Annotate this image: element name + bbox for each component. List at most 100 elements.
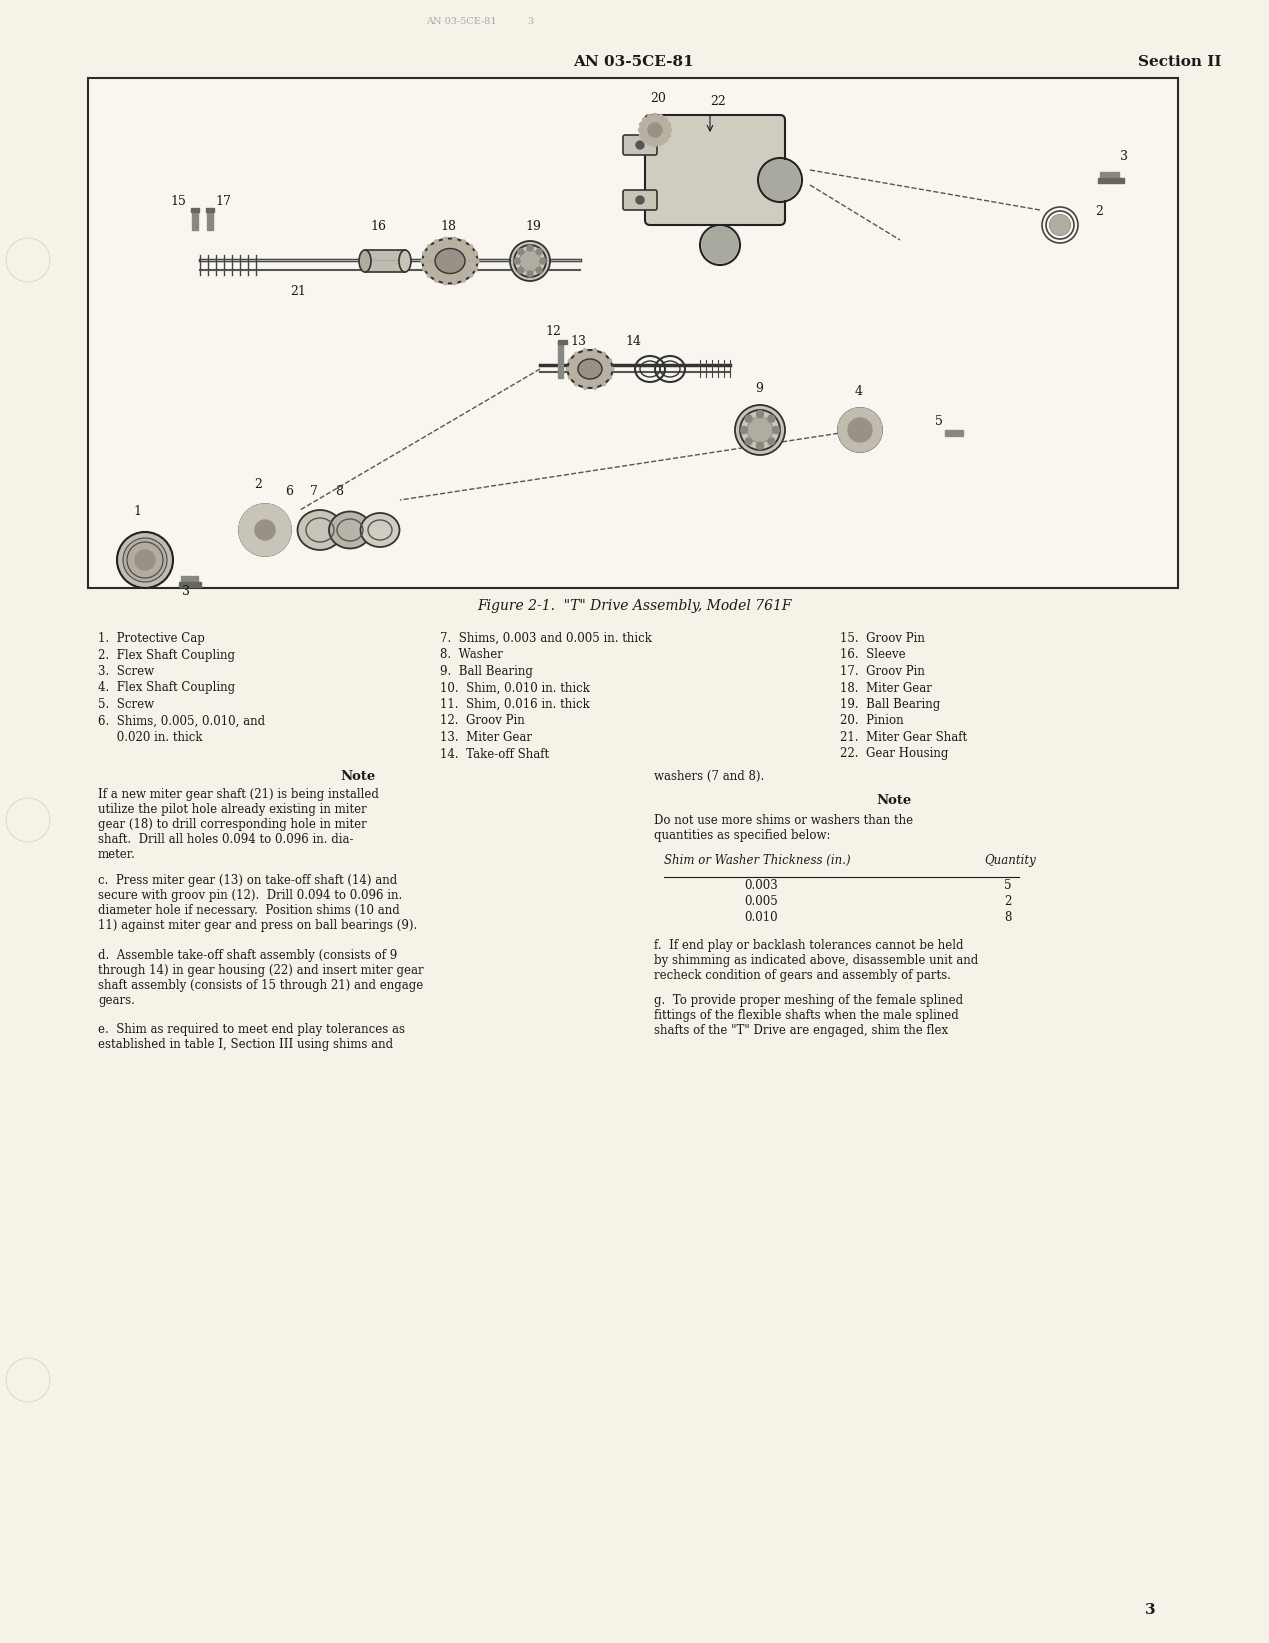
Circle shape [468,273,472,278]
Text: Note: Note [340,771,376,784]
Circle shape [662,138,667,143]
Text: 18.  Miter Gear: 18. Miter Gear [840,682,931,695]
Circle shape [453,237,457,242]
Circle shape [462,240,466,243]
Circle shape [453,281,457,284]
Text: 14.  Take-off Shaft: 14. Take-off Shaft [440,748,549,761]
Ellipse shape [297,509,343,550]
Text: 3: 3 [181,585,190,598]
Circle shape [473,251,477,255]
Text: Quantity: Quantity [983,854,1036,868]
Circle shape [665,133,670,138]
Bar [558,340,567,343]
Bar [179,582,201,587]
Text: 10.  Shim, 0.010 in. thick: 10. Shim, 0.010 in. thick [440,682,590,695]
Circle shape [527,271,533,278]
Text: 0.020 in. thick: 0.020 in. thick [98,731,203,744]
Circle shape [702,227,739,263]
Text: shafts of the "T" Drive are engaged, shim the flex: shafts of the "T" Drive are engaged, shi… [654,1024,948,1037]
Text: 1.  Protective Cap: 1. Protective Cap [98,633,204,646]
Circle shape [462,278,466,283]
Circle shape [434,278,439,283]
Circle shape [566,366,570,371]
Bar [181,577,187,587]
Circle shape [126,541,165,580]
Circle shape [421,260,425,263]
Text: 21.  Miter Gear Shaft: 21. Miter Gear Shaft [840,731,967,744]
Circle shape [520,251,541,271]
Ellipse shape [435,248,464,273]
Text: 22.  Gear Housing: 22. Gear Housing [840,748,948,761]
Text: e.  Shim as required to meet end play tolerances as: e. Shim as required to meet end play tol… [98,1024,405,1037]
Circle shape [756,442,764,450]
Bar [365,250,405,273]
Circle shape [642,118,647,123]
Circle shape [593,386,596,389]
Text: 4.  Flex Shaft Coupling: 4. Flex Shaft Coupling [98,682,235,695]
Text: g.  To provide proper meshing of the female splined: g. To provide proper meshing of the fema… [654,994,963,1007]
Circle shape [773,427,779,434]
Circle shape [584,348,586,352]
Text: 12.  Groov Pin: 12. Groov Pin [440,715,525,728]
Text: gear (18) to drill corresponding hole in miter: gear (18) to drill corresponding hole in… [98,818,367,831]
Bar [207,210,213,230]
Circle shape [735,406,786,455]
Text: 8: 8 [1004,910,1011,923]
Bar [1098,177,1124,182]
Circle shape [443,281,447,284]
Circle shape [6,798,49,841]
Text: by shimming as indicated above, disassemble unit and: by shimming as indicated above, disassem… [654,955,978,968]
Text: 16: 16 [371,220,386,233]
Text: Section II: Section II [1138,54,1222,69]
Circle shape [838,407,882,452]
Text: recheck condition of gears and assembly of parts.: recheck condition of gears and assembly … [654,969,950,983]
Circle shape [768,416,775,422]
Text: 14: 14 [626,335,641,348]
Text: shaft assembly (consists of 15 through 21) and engage: shaft assembly (consists of 15 through 2… [98,979,424,992]
Text: 2.  Flex Shaft Coupling: 2. Flex Shaft Coupling [98,649,235,662]
Text: If a new miter gear shaft (21) is being installed: If a new miter gear shaft (21) is being … [98,789,379,802]
Circle shape [443,237,447,242]
Text: secure with groov pin (12).  Drill 0.094 to 0.096 in.: secure with groov pin (12). Drill 0.094 … [98,889,402,902]
Text: 5: 5 [935,416,943,427]
Circle shape [647,115,652,120]
Text: diameter hole if necessary.  Position shims (10 and: diameter hole if necessary. Position shi… [98,904,400,917]
Bar [945,430,963,435]
Ellipse shape [360,513,400,547]
Text: 9.  Ball Bearing: 9. Ball Bearing [440,665,533,679]
Text: 5.  Screw: 5. Screw [98,698,154,711]
Circle shape [610,366,614,371]
Circle shape [6,238,49,283]
Circle shape [541,258,546,265]
Text: 6: 6 [286,485,293,498]
Circle shape [756,411,764,417]
Text: 6.  Shims, 0.005, 0.010, and: 6. Shims, 0.005, 0.010, and [98,715,265,728]
Text: 2: 2 [1095,205,1103,219]
Circle shape [584,386,586,389]
Text: shaft.  Drill all holes 0.094 to 0.096 in. dia-: shaft. Drill all holes 0.094 to 0.096 in… [98,833,354,846]
Circle shape [423,266,426,271]
Circle shape [428,245,431,248]
Bar [1115,173,1119,181]
Circle shape [652,113,657,118]
Text: 0.010: 0.010 [744,910,778,923]
Text: 17: 17 [214,196,231,209]
Circle shape [665,122,670,127]
Circle shape [652,141,657,146]
Circle shape [575,352,579,357]
Circle shape [741,427,747,434]
Text: Note: Note [877,794,911,807]
FancyBboxPatch shape [623,191,657,210]
Text: 13.  Miter Gear: 13. Miter Gear [440,731,532,744]
Text: 12: 12 [544,325,561,338]
Bar [192,209,199,212]
Text: quantities as specified below:: quantities as specified below: [654,830,830,841]
Circle shape [423,251,426,255]
Circle shape [434,240,439,243]
FancyBboxPatch shape [645,115,786,225]
Bar [187,577,192,587]
Circle shape [640,133,645,138]
Circle shape [608,376,612,380]
Circle shape [768,437,775,445]
Circle shape [514,258,520,265]
